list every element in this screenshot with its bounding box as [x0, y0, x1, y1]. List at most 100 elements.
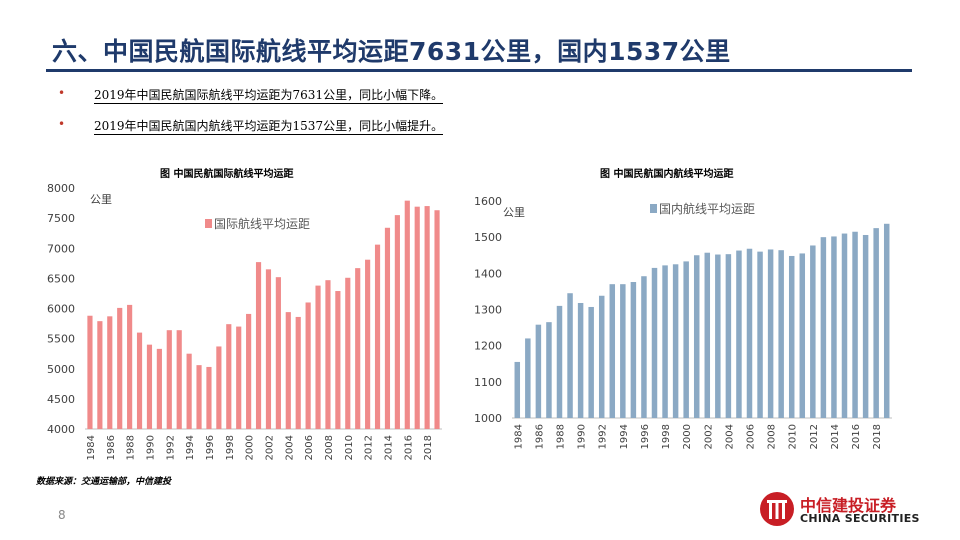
- x-tick-label: 2012: [809, 424, 820, 449]
- y-tick-label: 1300: [474, 304, 502, 317]
- bar-1989: [136, 332, 143, 429]
- y-tick-label: 1600: [474, 195, 502, 208]
- bar-2017: [414, 206, 420, 429]
- bar-1999: [672, 264, 679, 418]
- bar-2012: [365, 259, 371, 429]
- bar-2012: [810, 245, 816, 418]
- bar-2014: [384, 227, 391, 429]
- bar-2014: [831, 236, 837, 418]
- bar-2006: [305, 302, 311, 429]
- y-tick-label: 5500: [47, 333, 75, 346]
- bar-1996: [206, 366, 212, 429]
- bar-2004: [285, 312, 291, 429]
- bar-1997: [216, 346, 222, 429]
- legend-label: 国际航线平均运距: [214, 216, 310, 231]
- bar-1991: [156, 348, 162, 429]
- x-tick-label: 1986: [534, 424, 545, 449]
- x-tick-label: 1996: [640, 424, 651, 449]
- x-tick-label: 1990: [145, 435, 156, 460]
- bar-1986: [535, 324, 542, 418]
- y-tick-label: 6000: [47, 303, 75, 316]
- x-tick-label: 2002: [264, 435, 275, 460]
- bar-2010: [345, 277, 351, 429]
- x-tick-label: 1990: [577, 424, 588, 449]
- bar-2019: [434, 210, 440, 429]
- x-tick-label: 1988: [556, 424, 567, 449]
- y-tick-label: 7000: [47, 242, 75, 255]
- bar-2009: [778, 250, 784, 418]
- bar-2018: [424, 206, 430, 429]
- bar-2004: [725, 254, 732, 418]
- bar-2009: [335, 291, 341, 429]
- bullet-text-international: 2019年中国民航国际航线平均运距为7631公里，同比小幅下降。: [94, 88, 444, 104]
- bar-2011: [799, 253, 806, 418]
- bar-1996: [641, 276, 647, 418]
- x-tick-label: 2002: [703, 424, 714, 449]
- page-number: 8: [58, 508, 66, 522]
- bar-2010: [788, 255, 795, 418]
- bar-1990: [146, 344, 153, 429]
- bar-2005: [295, 316, 301, 429]
- bullet-marker: •: [58, 117, 66, 131]
- bar-2016: [852, 231, 858, 418]
- chart-title-international: 图 中国民航国际航线平均运距: [160, 169, 294, 180]
- y-tick-label: 1400: [474, 267, 502, 280]
- bar-2015: [841, 233, 848, 418]
- bar-2000: [683, 261, 689, 418]
- bullet-marker: •: [58, 86, 66, 100]
- x-tick-label: 1998: [225, 435, 236, 460]
- y-tick-label: 7500: [47, 212, 75, 225]
- x-tick-label: 1996: [205, 435, 216, 460]
- x-tick-label: 1986: [106, 435, 117, 460]
- bar-2008: [325, 280, 331, 429]
- x-tick-label: 1984: [513, 424, 524, 449]
- bar-1984: [514, 361, 521, 418]
- bar-2003: [715, 254, 721, 418]
- bar-2002: [265, 269, 272, 429]
- x-tick-label: 2004: [284, 435, 295, 460]
- bar-1991: [588, 306, 594, 418]
- legend-swatch: [205, 219, 212, 228]
- x-tick-label: 1998: [661, 424, 672, 449]
- bar-1998: [226, 324, 232, 429]
- x-tick-label: 2014: [383, 435, 394, 460]
- bar-1997: [651, 267, 658, 418]
- bar-1994: [620, 284, 626, 418]
- title-divider: [46, 69, 912, 72]
- bar-2006: [746, 248, 753, 418]
- bar-2001: [255, 262, 262, 429]
- bar-1985: [525, 338, 531, 418]
- bar-1987: [546, 322, 552, 418]
- bar-1992: [598, 295, 605, 418]
- bar-2002: [704, 252, 711, 418]
- y-unit-label: 公里: [90, 193, 112, 206]
- bar-1995: [630, 282, 637, 418]
- logo-name-cn: 中信建投证券: [800, 496, 897, 515]
- bar-1994: [186, 353, 192, 429]
- bar-2017: [862, 234, 869, 418]
- bar-2019: [883, 223, 890, 418]
- bar-2003: [275, 277, 281, 429]
- bar-2011: [355, 268, 361, 429]
- y-tick-label: 1200: [474, 340, 502, 353]
- bar-1993: [609, 284, 616, 418]
- bar-2008: [767, 249, 774, 418]
- x-tick-label: 1992: [598, 424, 609, 449]
- y-tick-label: 6500: [47, 272, 75, 285]
- x-tick-label: 2008: [767, 424, 778, 449]
- legend-swatch: [650, 204, 657, 213]
- y-tick-label: 8000: [47, 182, 75, 195]
- bar-1998: [662, 265, 668, 418]
- bar-1995: [196, 365, 202, 429]
- x-tick-label: 2004: [724, 424, 735, 449]
- bar-2013: [820, 237, 827, 418]
- y-tick-label: 1500: [474, 231, 502, 244]
- x-tick-label: 2014: [830, 424, 841, 449]
- bar-1988: [556, 305, 563, 418]
- x-tick-label: 1988: [126, 435, 137, 460]
- bar-1987: [117, 307, 123, 429]
- x-tick-label: 2016: [851, 424, 862, 449]
- company-logo: 中信建投证券 CHINA SECURITIES: [758, 490, 928, 530]
